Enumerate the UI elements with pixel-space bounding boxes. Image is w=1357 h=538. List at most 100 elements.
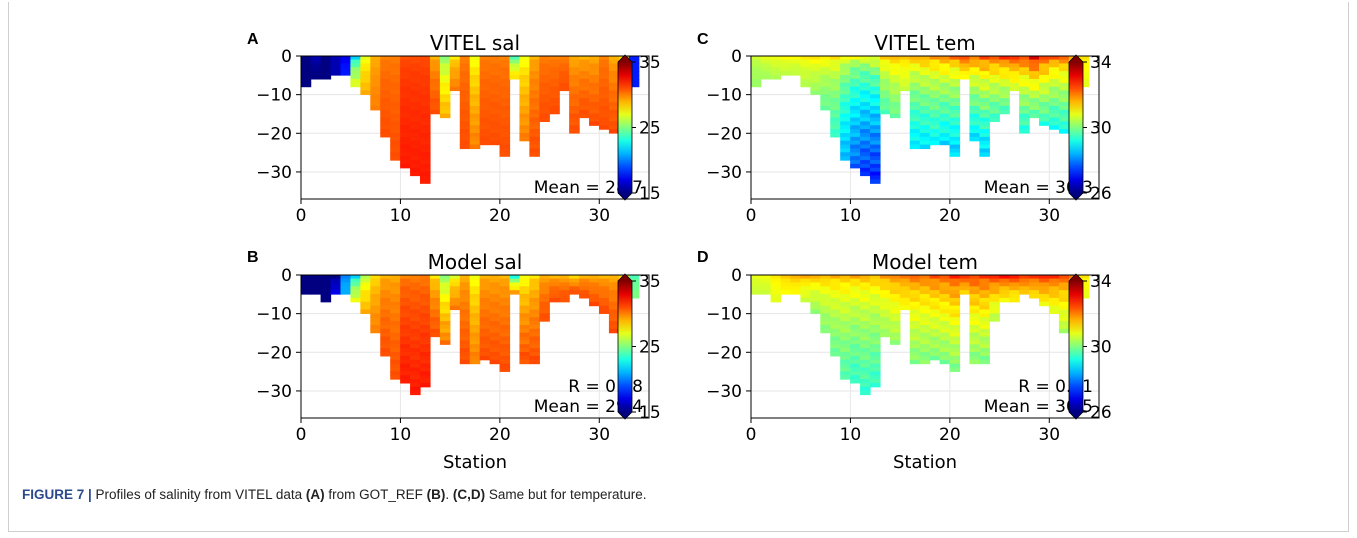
heatmap-cell	[820, 274, 831, 280]
heatmap-cell	[529, 344, 540, 349]
heatmap-cell	[949, 125, 961, 130]
heatmap-cell	[830, 328, 841, 334]
heatmap-cell	[529, 332, 540, 338]
heatmap-cell	[360, 82, 371, 88]
heatmap-cell	[449, 286, 461, 291]
heatmap-cell	[390, 136, 401, 142]
heatmap-cell	[810, 286, 821, 291]
heatmap-cell	[969, 113, 980, 119]
heatmap-cell	[870, 121, 881, 126]
heatmap-cell	[870, 290, 881, 295]
heatmap-cell	[830, 348, 841, 353]
heatmap-cell	[1058, 55, 1070, 61]
heatmap-cell	[1039, 86, 1050, 92]
heatmap-cell	[439, 286, 451, 291]
heatmap-cell	[889, 313, 901, 318]
heatmap-cell	[760, 55, 772, 61]
heatmap-cell	[589, 109, 600, 115]
heatmap-cell	[390, 140, 401, 146]
heatmap-cell	[519, 305, 530, 311]
heatmap-cell	[870, 305, 881, 311]
heatmap-cell	[810, 282, 821, 287]
heatmap-cell	[420, 382, 431, 388]
heatmap-cell	[989, 113, 1000, 119]
heatmap-cell	[830, 90, 841, 95]
heatmap-cell	[939, 359, 951, 365]
heatmap-cell	[830, 294, 841, 299]
heatmap-cell	[360, 59, 371, 65]
heatmap-cell	[370, 86, 381, 92]
y-tick-label: −30	[706, 382, 742, 402]
heatmap-cell	[979, 313, 990, 318]
caption-text-1: Profiles of salinity from VITEL data	[91, 487, 306, 502]
heatmap-cell	[860, 71, 871, 76]
heatmap-cell	[889, 82, 901, 88]
heatmap-cell	[569, 63, 580, 68]
heatmap-cell	[479, 355, 491, 361]
heatmap-cell	[929, 336, 941, 342]
heatmap-cell	[469, 102, 481, 107]
heatmap-cell	[939, 94, 951, 99]
heatmap-cell	[529, 278, 540, 284]
heatmap-cell	[800, 67, 811, 72]
heatmap-cell	[499, 332, 511, 338]
heatmap-cell	[539, 117, 550, 123]
heatmap-cell	[939, 336, 951, 342]
heatmap-cell	[499, 117, 511, 123]
heatmap-cell	[350, 274, 361, 280]
heatmap-cell	[840, 344, 851, 349]
heatmap-cell	[750, 274, 762, 280]
heatmap-cell	[479, 132, 491, 138]
heatmap-cell	[929, 113, 941, 119]
heatmap-cell	[840, 90, 851, 95]
heatmap-cell	[429, 290, 441, 295]
heatmap-cell	[949, 367, 961, 372]
heatmap-cell	[919, 278, 931, 284]
heatmap-cell	[1039, 105, 1050, 111]
heatmap-cell	[519, 105, 530, 111]
heatmap-cell	[330, 59, 342, 65]
heatmap-cell	[949, 344, 961, 349]
heatmap-cell	[850, 324, 861, 330]
heatmap-cell	[889, 332, 901, 338]
heatmap-cell	[870, 102, 881, 107]
heatmap-cell	[1019, 113, 1030, 119]
heatmap-cell	[949, 59, 961, 65]
heatmap-cell	[459, 59, 471, 65]
heatmap-cell	[459, 94, 471, 99]
heatmap-cell	[340, 67, 352, 72]
heatmap-cell	[529, 294, 540, 299]
heatmap-cell	[628, 82, 640, 88]
heatmap-cell	[529, 132, 540, 138]
heatmap-cell	[400, 344, 411, 349]
heatmap-cell	[499, 348, 511, 353]
heatmap-cell	[909, 117, 921, 123]
heatmap-cell	[840, 109, 851, 115]
heatmap-cell	[459, 297, 471, 303]
heatmap-cell	[370, 321, 381, 326]
heatmap-cell	[340, 71, 352, 76]
heatmap-cell	[449, 59, 461, 65]
heatmap-cell	[320, 67, 332, 72]
heatmap-cell	[608, 305, 620, 311]
x-tick-label: 20	[939, 206, 961, 226]
heatmap-cell	[539, 294, 550, 299]
heatmap-cell	[479, 82, 491, 88]
heatmap-cell	[439, 63, 451, 68]
heatmap-cell	[489, 94, 501, 99]
heatmap-cell	[380, 117, 391, 123]
colorbar-tick-label: 26	[1090, 184, 1112, 204]
heatmap-cell	[519, 324, 530, 330]
heatmap-cell	[840, 278, 851, 284]
heatmap-cell	[400, 125, 411, 130]
y-tick-label: −20	[256, 124, 292, 144]
heatmap-cell	[1029, 113, 1040, 119]
heatmap-cell	[929, 297, 941, 303]
heatmap-cell	[569, 282, 580, 287]
heatmap-cell	[499, 136, 511, 142]
heatmap-cell	[370, 71, 381, 76]
heatmap-cell	[969, 94, 980, 99]
heatmap-cell	[979, 140, 990, 146]
heatmap-cell	[439, 282, 451, 287]
